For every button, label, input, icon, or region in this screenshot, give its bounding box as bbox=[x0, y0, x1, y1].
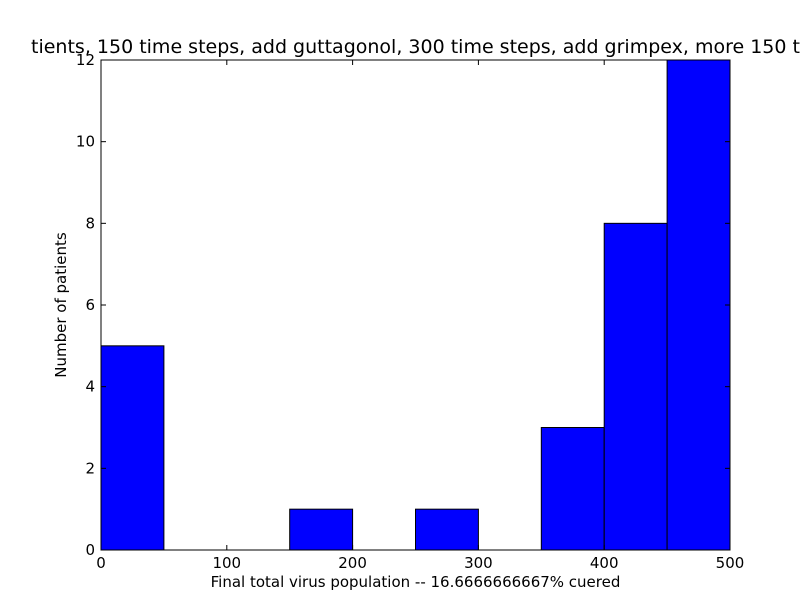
x-tick-label-4: 400 bbox=[590, 554, 619, 572]
x-axis-label: Final total virus population -- 16.66666… bbox=[211, 573, 621, 591]
y-tick-label-5: 10 bbox=[76, 133, 95, 151]
x-tick-label-1: 100 bbox=[212, 554, 241, 572]
x-tick-label-0: 0 bbox=[96, 554, 106, 572]
histogram-bar-9 bbox=[666, 59, 731, 551]
histogram-bar-3 bbox=[289, 508, 354, 551]
histogram-bar-8 bbox=[603, 222, 668, 551]
histogram-bar-5 bbox=[415, 508, 479, 551]
y-tick-label-6: 12 bbox=[76, 51, 95, 69]
histogram-bar-0 bbox=[100, 345, 165, 551]
y-tick-label-3: 6 bbox=[85, 296, 95, 314]
histogram-bar-7 bbox=[540, 427, 605, 551]
y-tick-label-1: 2 bbox=[85, 459, 95, 477]
bars-group bbox=[100, 59, 731, 551]
y-tick-label-2: 4 bbox=[85, 378, 95, 396]
x-tick-label-2: 200 bbox=[338, 554, 367, 572]
x-tick-label-5: 500 bbox=[716, 554, 745, 572]
y-tick-label-4: 8 bbox=[85, 214, 95, 232]
chart-title: tients, 150 time steps, add guttagonol, … bbox=[31, 36, 800, 58]
ticks-group: 0 100 200 300 400 500 0 2 4 6 8 10 12 bbox=[76, 51, 744, 572]
x-tick-label-3: 300 bbox=[464, 554, 493, 572]
y-tick-label-0: 0 bbox=[85, 541, 95, 559]
y-axis-label: Number of patients bbox=[52, 232, 70, 378]
